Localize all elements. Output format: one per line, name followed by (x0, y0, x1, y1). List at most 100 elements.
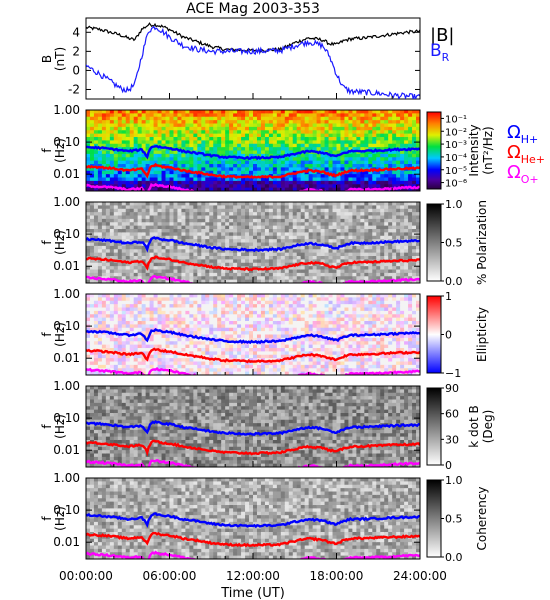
heatmap-cell (356, 126, 361, 131)
heatmap-cell (181, 256, 187, 260)
heatmap-cell (380, 272, 385, 277)
heatmap-cell (145, 177, 151, 182)
heatmap-cell (141, 160, 147, 165)
heatmap-cell (384, 147, 389, 152)
heatmap-cell (121, 256, 127, 260)
heatmap-cell (229, 259, 234, 264)
heatmap-cell (153, 229, 159, 233)
heatmap-cell (324, 160, 330, 165)
heatmap-cell (304, 252, 310, 257)
heatmap-cell (209, 225, 214, 230)
heatmap-cell (105, 341, 111, 346)
heatmap-cell (217, 170, 222, 175)
heatmap-cell (193, 120, 198, 125)
heatmap-cell (109, 344, 115, 349)
heatmap-cell (153, 212, 159, 217)
heatmap-cell (201, 140, 206, 145)
heatmap-cell (328, 202, 334, 206)
heatmap-cell (264, 133, 270, 138)
heatmap-cell (193, 232, 198, 237)
heatmap-cell (93, 354, 99, 359)
heatmap-cell (316, 180, 322, 185)
heatmap-cell (253, 150, 258, 155)
heatmap-cell (225, 143, 230, 148)
heatmap-cell (197, 304, 202, 309)
heatmap-cell (408, 266, 413, 271)
heatmap-cell (89, 170, 95, 175)
heatmap-cell (209, 202, 214, 206)
heatmap-cell (368, 180, 373, 185)
heatmap-cell (352, 269, 357, 274)
heatmap-cell (181, 321, 187, 325)
heatmap-cell (280, 229, 286, 233)
heatmap-cell (173, 262, 179, 267)
heatmap-cell (129, 147, 135, 152)
heatmap-cell (89, 177, 95, 182)
heatmap-cell (392, 225, 397, 230)
heatmap-cell (149, 294, 155, 298)
heatmap-cell (344, 147, 350, 152)
heatmap-cell (225, 116, 230, 121)
heatmap-cell (320, 174, 326, 179)
heatmap-cell (400, 242, 405, 247)
heatmap-cell (276, 150, 282, 155)
heatmap-cell (137, 266, 143, 271)
heatmap-cell (93, 249, 99, 254)
heatmap-cell (312, 174, 318, 179)
heatmap-cell (121, 314, 127, 319)
heatmap-cell (300, 164, 306, 168)
heatmap-cell (344, 212, 350, 217)
heatmap-cell (109, 116, 115, 121)
heatmap-cell (165, 232, 171, 237)
heatmap-cell (197, 324, 202, 329)
heatmap-cell (300, 245, 306, 250)
heatmap-cell (101, 344, 107, 349)
heatmap-cell (189, 133, 194, 138)
heatmap-cell (360, 269, 365, 274)
heatmap-cell (161, 348, 167, 352)
heatmap-cell (213, 202, 218, 206)
heatmap-cell (133, 150, 139, 155)
heatmap-cell (209, 314, 214, 319)
heatmap-cell (272, 249, 278, 254)
heatmap-cell (125, 126, 131, 131)
heatmap-cell (268, 116, 274, 121)
heatmap-cell (233, 177, 238, 182)
heatmap-cell (181, 354, 187, 359)
heatmap-cell (157, 232, 163, 237)
ytick-label: 0.10 (53, 135, 80, 149)
heatmap-cell (121, 229, 127, 233)
heatmap-cell (276, 120, 282, 125)
heatmap-cell (113, 249, 119, 254)
heatmap-cell (241, 259, 246, 264)
heatmap-cell (197, 232, 202, 237)
heatmap-cell (324, 272, 330, 277)
heatmap-cell (412, 218, 417, 223)
heatmap-cell (189, 364, 194, 369)
heatmap-cell (412, 202, 417, 206)
heatmap-cell (256, 133, 262, 138)
heatmap-cell (161, 364, 167, 369)
heatmap-cell (348, 113, 354, 118)
heatmap-cell (376, 262, 381, 267)
heatmap-cell (264, 259, 270, 264)
heatmap-cell (157, 279, 163, 283)
heatmap-cell (364, 130, 369, 135)
heatmap-cell (113, 321, 119, 325)
heatmap-cell (392, 272, 397, 277)
heatmap-cell (372, 218, 377, 223)
heatmap-cell (396, 160, 401, 165)
heatmap-cell (153, 304, 159, 309)
heatmap-cell (388, 215, 393, 220)
heatmap-cell (137, 164, 143, 168)
heatmap-cell (372, 245, 377, 250)
heatmap-cell (141, 252, 147, 257)
heatmap-cell (380, 202, 385, 206)
heatmap-cell (161, 177, 167, 182)
heatmap-cell (137, 160, 143, 165)
heatmap-cell (268, 276, 274, 281)
heatmap-cell (133, 177, 139, 182)
heatmap-cell (177, 164, 183, 168)
heatmap-cell (376, 174, 381, 179)
heatmap-cell (392, 202, 397, 206)
